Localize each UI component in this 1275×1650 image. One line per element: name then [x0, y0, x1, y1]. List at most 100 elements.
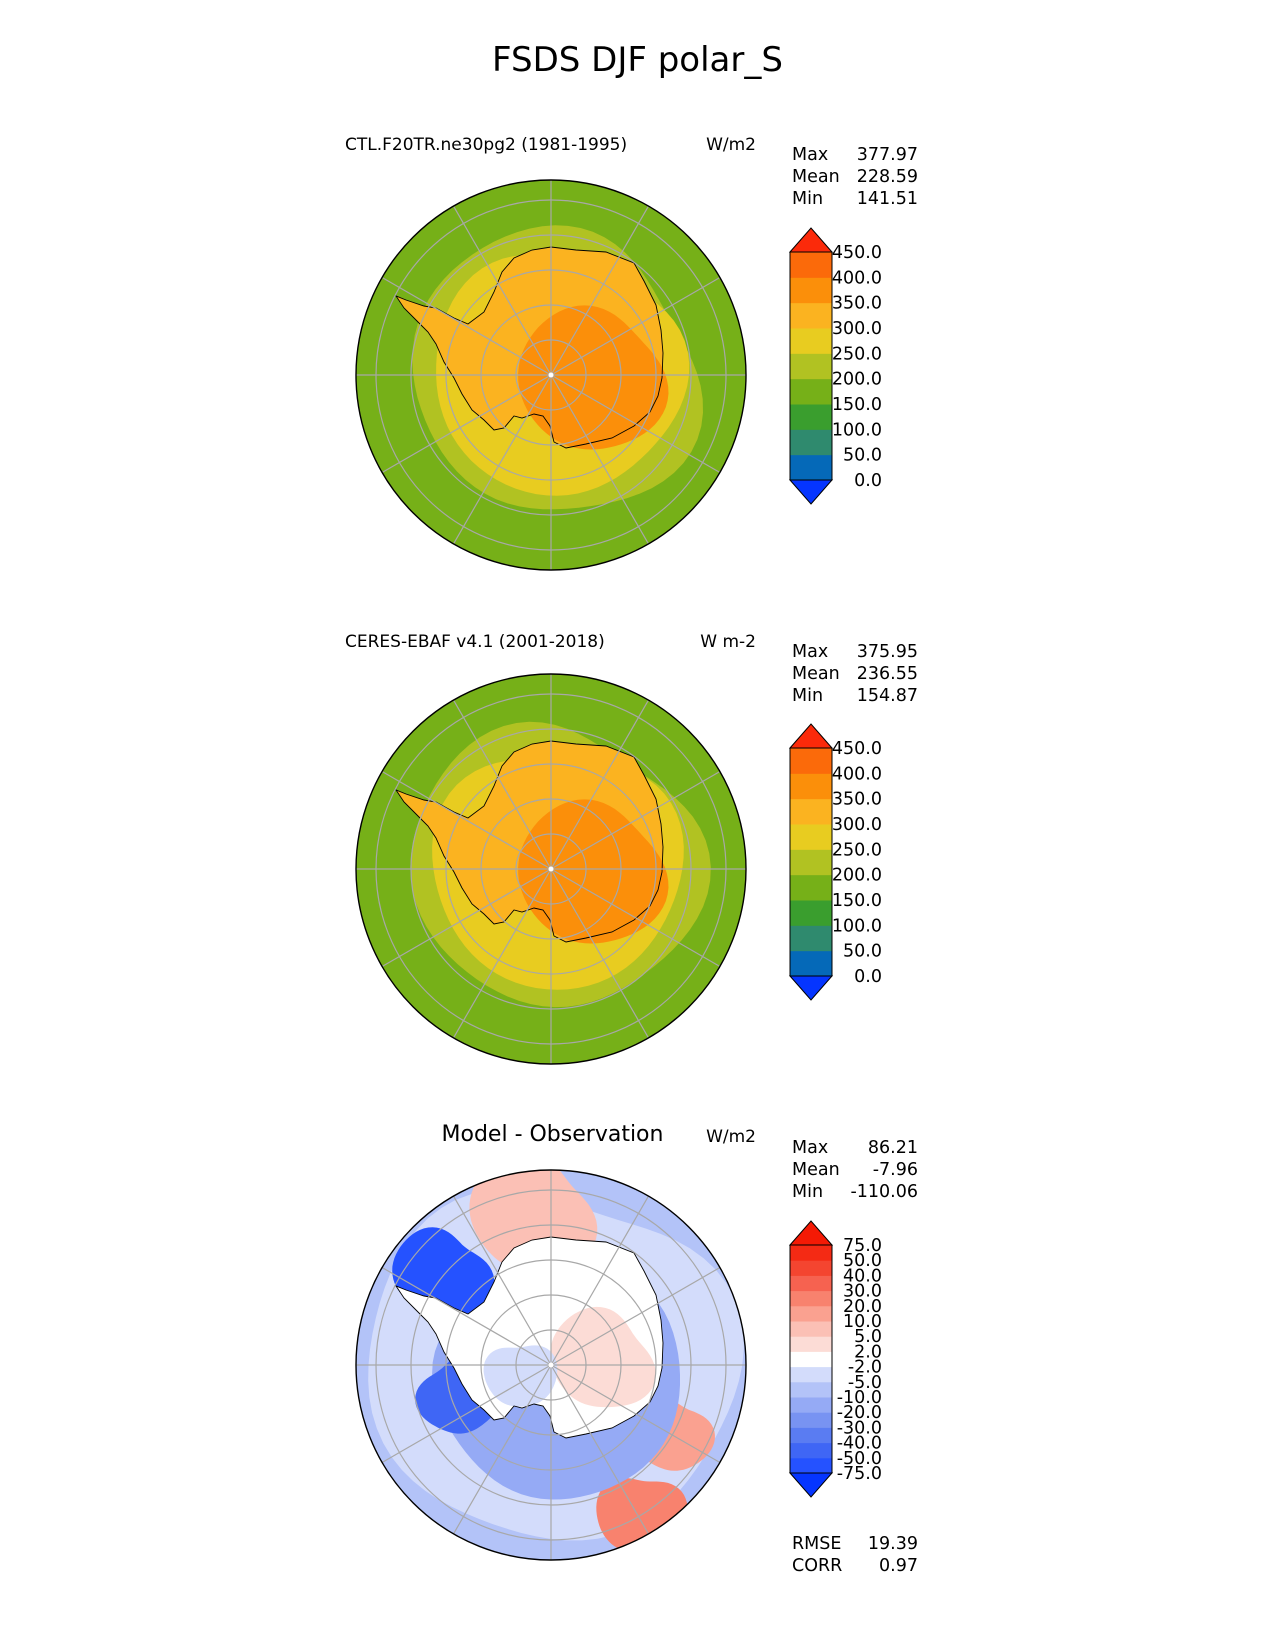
colorbar-segment — [790, 1442, 832, 1459]
colorbar-segment — [790, 1457, 832, 1474]
colorbar-segment — [790, 874, 832, 901]
meridian-line — [550, 1195, 650, 1366]
meridian-line — [452, 868, 552, 1039]
panel-1-colorbar: 0.0 50.0 100.0 150.0 200.0 250.0 300.0 350.0 400… — [788, 227, 882, 505]
colorbar-outline — [789, 251, 833, 481]
meridian-line — [550, 868, 721, 968]
metric-corr-value: 0.97 — [879, 1556, 918, 1576]
colorbar-tick-label: -5.0 — [848, 1373, 882, 1393]
meridian-line — [550, 1266, 721, 1366]
colorbar-tick-label: 10.0 — [843, 1312, 882, 1332]
colorbar-segment — [790, 1290, 832, 1307]
coastline — [394, 246, 664, 449]
colorbar-segment — [790, 302, 832, 329]
colorbar-segment — [790, 353, 832, 380]
panel-2-polar-map — [355, 673, 747, 1065]
colorbar-tick-label: 150.0 — [832, 395, 882, 415]
meridian-line — [381, 1364, 552, 1464]
meridian-line — [452, 374, 552, 545]
colorbar-tick-label: 30.0 — [843, 1282, 882, 1302]
metric-rmse-value: 19.39 — [867, 1534, 918, 1554]
colorbar-segment — [790, 1351, 832, 1368]
colorbar-segment — [790, 429, 832, 456]
colorbar-tick-label: 200.0 — [832, 866, 882, 886]
panel-2-title: CERES-EBAF v4.1 (2001-2018) — [345, 632, 605, 652]
colorbar-segment — [790, 378, 832, 405]
colorbar-tick-label: -20.0 — [837, 1403, 882, 1423]
colorbar-tick-label: -2.0 — [848, 1358, 882, 1378]
stat-mean-value: -7.96 — [872, 1160, 918, 1180]
colorbar-segment — [790, 900, 832, 926]
colorbar-tick-label: 300.0 — [832, 319, 882, 339]
colorbar-tick-label: 450.0 — [832, 739, 882, 759]
colorbar-tick-label: 450.0 — [832, 243, 882, 263]
metric-corr-label: CORR — [792, 1556, 843, 1576]
colorbar-segment — [790, 277, 832, 304]
colorbar-tick-label: -75.0 — [837, 1464, 882, 1484]
meridian-line — [550, 770, 721, 870]
colorbar-extend-max — [788, 723, 834, 749]
panel-1-polar-map — [355, 179, 747, 571]
colorbar-tick-label: 50.0 — [843, 446, 882, 466]
panel-3-stats: Max 86.21 Mean -7.96 Min -110.06 — [792, 1137, 918, 1203]
meridian-line — [381, 276, 552, 376]
colorbar-tick-label: -10.0 — [837, 1388, 882, 1408]
colorbar-segment — [790, 1366, 832, 1383]
colorbar-segment — [790, 404, 832, 430]
map-boundary — [355, 179, 747, 571]
panel-2-colorbar: 0.0 50.0 100.0 150.0 200.0 250.0 300.0 350.0 400… — [788, 723, 882, 1001]
colorbar-segments — [788, 723, 834, 1001]
coastline — [394, 740, 664, 943]
colorbar-outline — [789, 747, 833, 977]
colorbar-tick-label: 400.0 — [832, 268, 882, 288]
colorbar-tick-label: 5.0 — [854, 1327, 882, 1347]
colorbar-tick-label: 150.0 — [832, 891, 882, 911]
meridian-line — [381, 770, 552, 870]
metric-rmse-label: RMSE — [792, 1534, 842, 1554]
diff-cool-west — [483, 1345, 558, 1407]
stat-max-label: Max — [792, 642, 829, 662]
panel-3-units: W/m2 — [706, 1127, 756, 1147]
panel-3-polar-map — [355, 1169, 747, 1561]
panel-3-colorbar: -75.0-50.0-40.0-30.0-20.0-10.0-5.0-2.02.… — [788, 1220, 882, 1498]
colorbar-segment — [790, 1260, 832, 1276]
colorbar-extend-min — [788, 479, 834, 505]
stat-mean-value: 228.59 — [856, 167, 918, 187]
colorbar-tick-label: 0.0 — [854, 471, 882, 491]
stat-mean-label: Mean — [792, 664, 840, 684]
meridian-line — [381, 1266, 552, 1366]
south-pole-marker — [548, 866, 554, 872]
colorbar-segment — [790, 925, 832, 952]
stat-mean-label: Mean — [792, 1160, 840, 1180]
meridian-line — [550, 205, 650, 376]
colorbar-outline — [789, 1244, 833, 1474]
colorbar-tick-label: 100.0 — [832, 420, 882, 440]
stat-max-value: 375.95 — [856, 642, 918, 662]
meridian-line — [452, 205, 552, 376]
meridian-line — [550, 1364, 721, 1464]
colorbar-tick-label: 350.0 — [832, 790, 882, 810]
panel-3-metrics: RMSE 19.39 CORR 0.97 — [792, 1533, 918, 1577]
colorbar-segment — [790, 748, 832, 774]
colorbar-segments — [788, 227, 834, 505]
colorbar-extend-max — [788, 227, 834, 253]
panel-1-units: W/m2 — [706, 135, 756, 155]
meridian-line — [452, 1195, 552, 1366]
colorbar-tick-label: 200.0 — [832, 370, 882, 390]
colorbar-segment — [790, 454, 832, 481]
panel-2-units: W m-2 — [700, 632, 756, 652]
meridian-line — [381, 868, 552, 968]
colorbar-extend-min — [788, 1472, 834, 1498]
south-pole-marker — [548, 1362, 554, 1368]
meridian-line — [550, 276, 721, 376]
colorbar-segment — [790, 252, 832, 278]
plateau-region — [518, 305, 669, 450]
colorbar-segment — [790, 328, 832, 354]
meridian-line — [452, 1364, 552, 1535]
panel-3-title: Model - Observation — [441, 1122, 664, 1147]
colorbar-tick-label: -40.0 — [837, 1434, 882, 1454]
colorbar-tick-label: 50.0 — [843, 942, 882, 962]
coastline — [394, 1236, 664, 1439]
stat-max-label: Max — [792, 1138, 829, 1158]
colorbar-segment — [790, 1305, 832, 1322]
